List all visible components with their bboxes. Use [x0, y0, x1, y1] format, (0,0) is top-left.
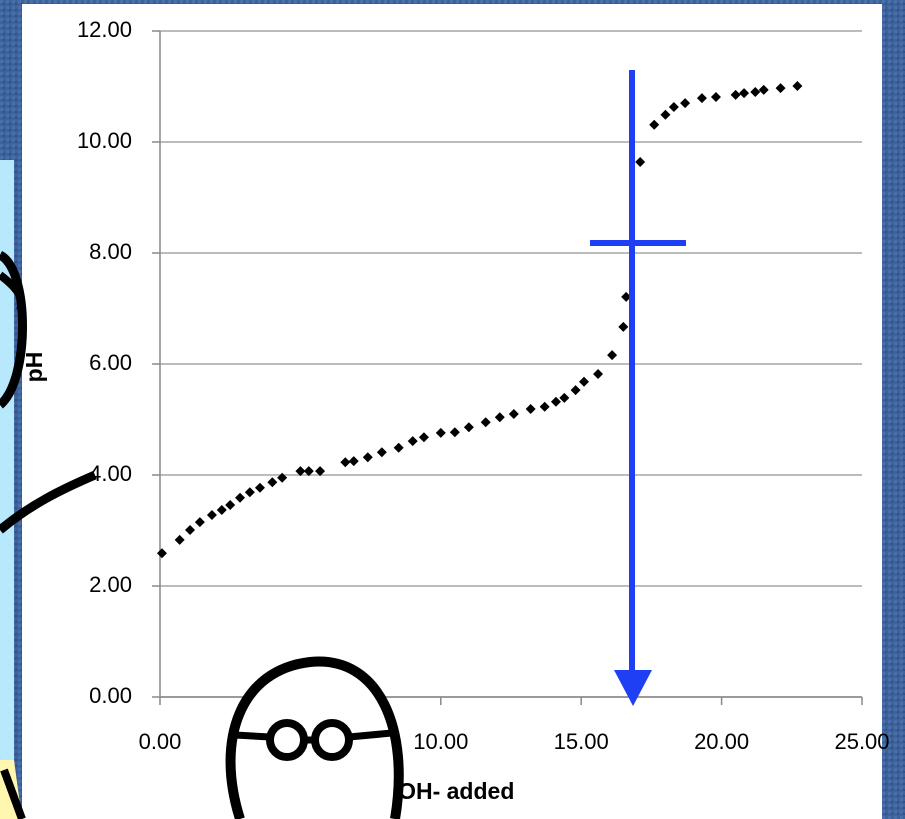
x-tick-label: 15.00: [554, 729, 609, 754]
y-tick-label: 10.00: [77, 128, 132, 153]
y-tick-label: 2.00: [89, 572, 132, 597]
cartoon-head: [231, 662, 399, 819]
x-tick-label: 10.00: [413, 729, 468, 754]
y-tick-label: 8.00: [89, 239, 132, 264]
y-tick-label: 4.00: [89, 461, 132, 486]
y-axis-label: pH: [21, 352, 47, 383]
page: {"chart_data": {"type": "scatter", "x_la…: [0, 0, 905, 819]
y-tick-label: 6.00: [89, 350, 132, 375]
chart: 0.002.004.006.008.0010.0012.000.005.0010…: [0, 0, 905, 819]
x-tick-label: 0.00: [139, 729, 182, 754]
x-tick-label: 20.00: [694, 729, 749, 754]
y-tick-label: 0.00: [89, 683, 132, 708]
x-tick-label: 25.00: [834, 729, 889, 754]
y-tick-label: 12.00: [77, 17, 132, 42]
